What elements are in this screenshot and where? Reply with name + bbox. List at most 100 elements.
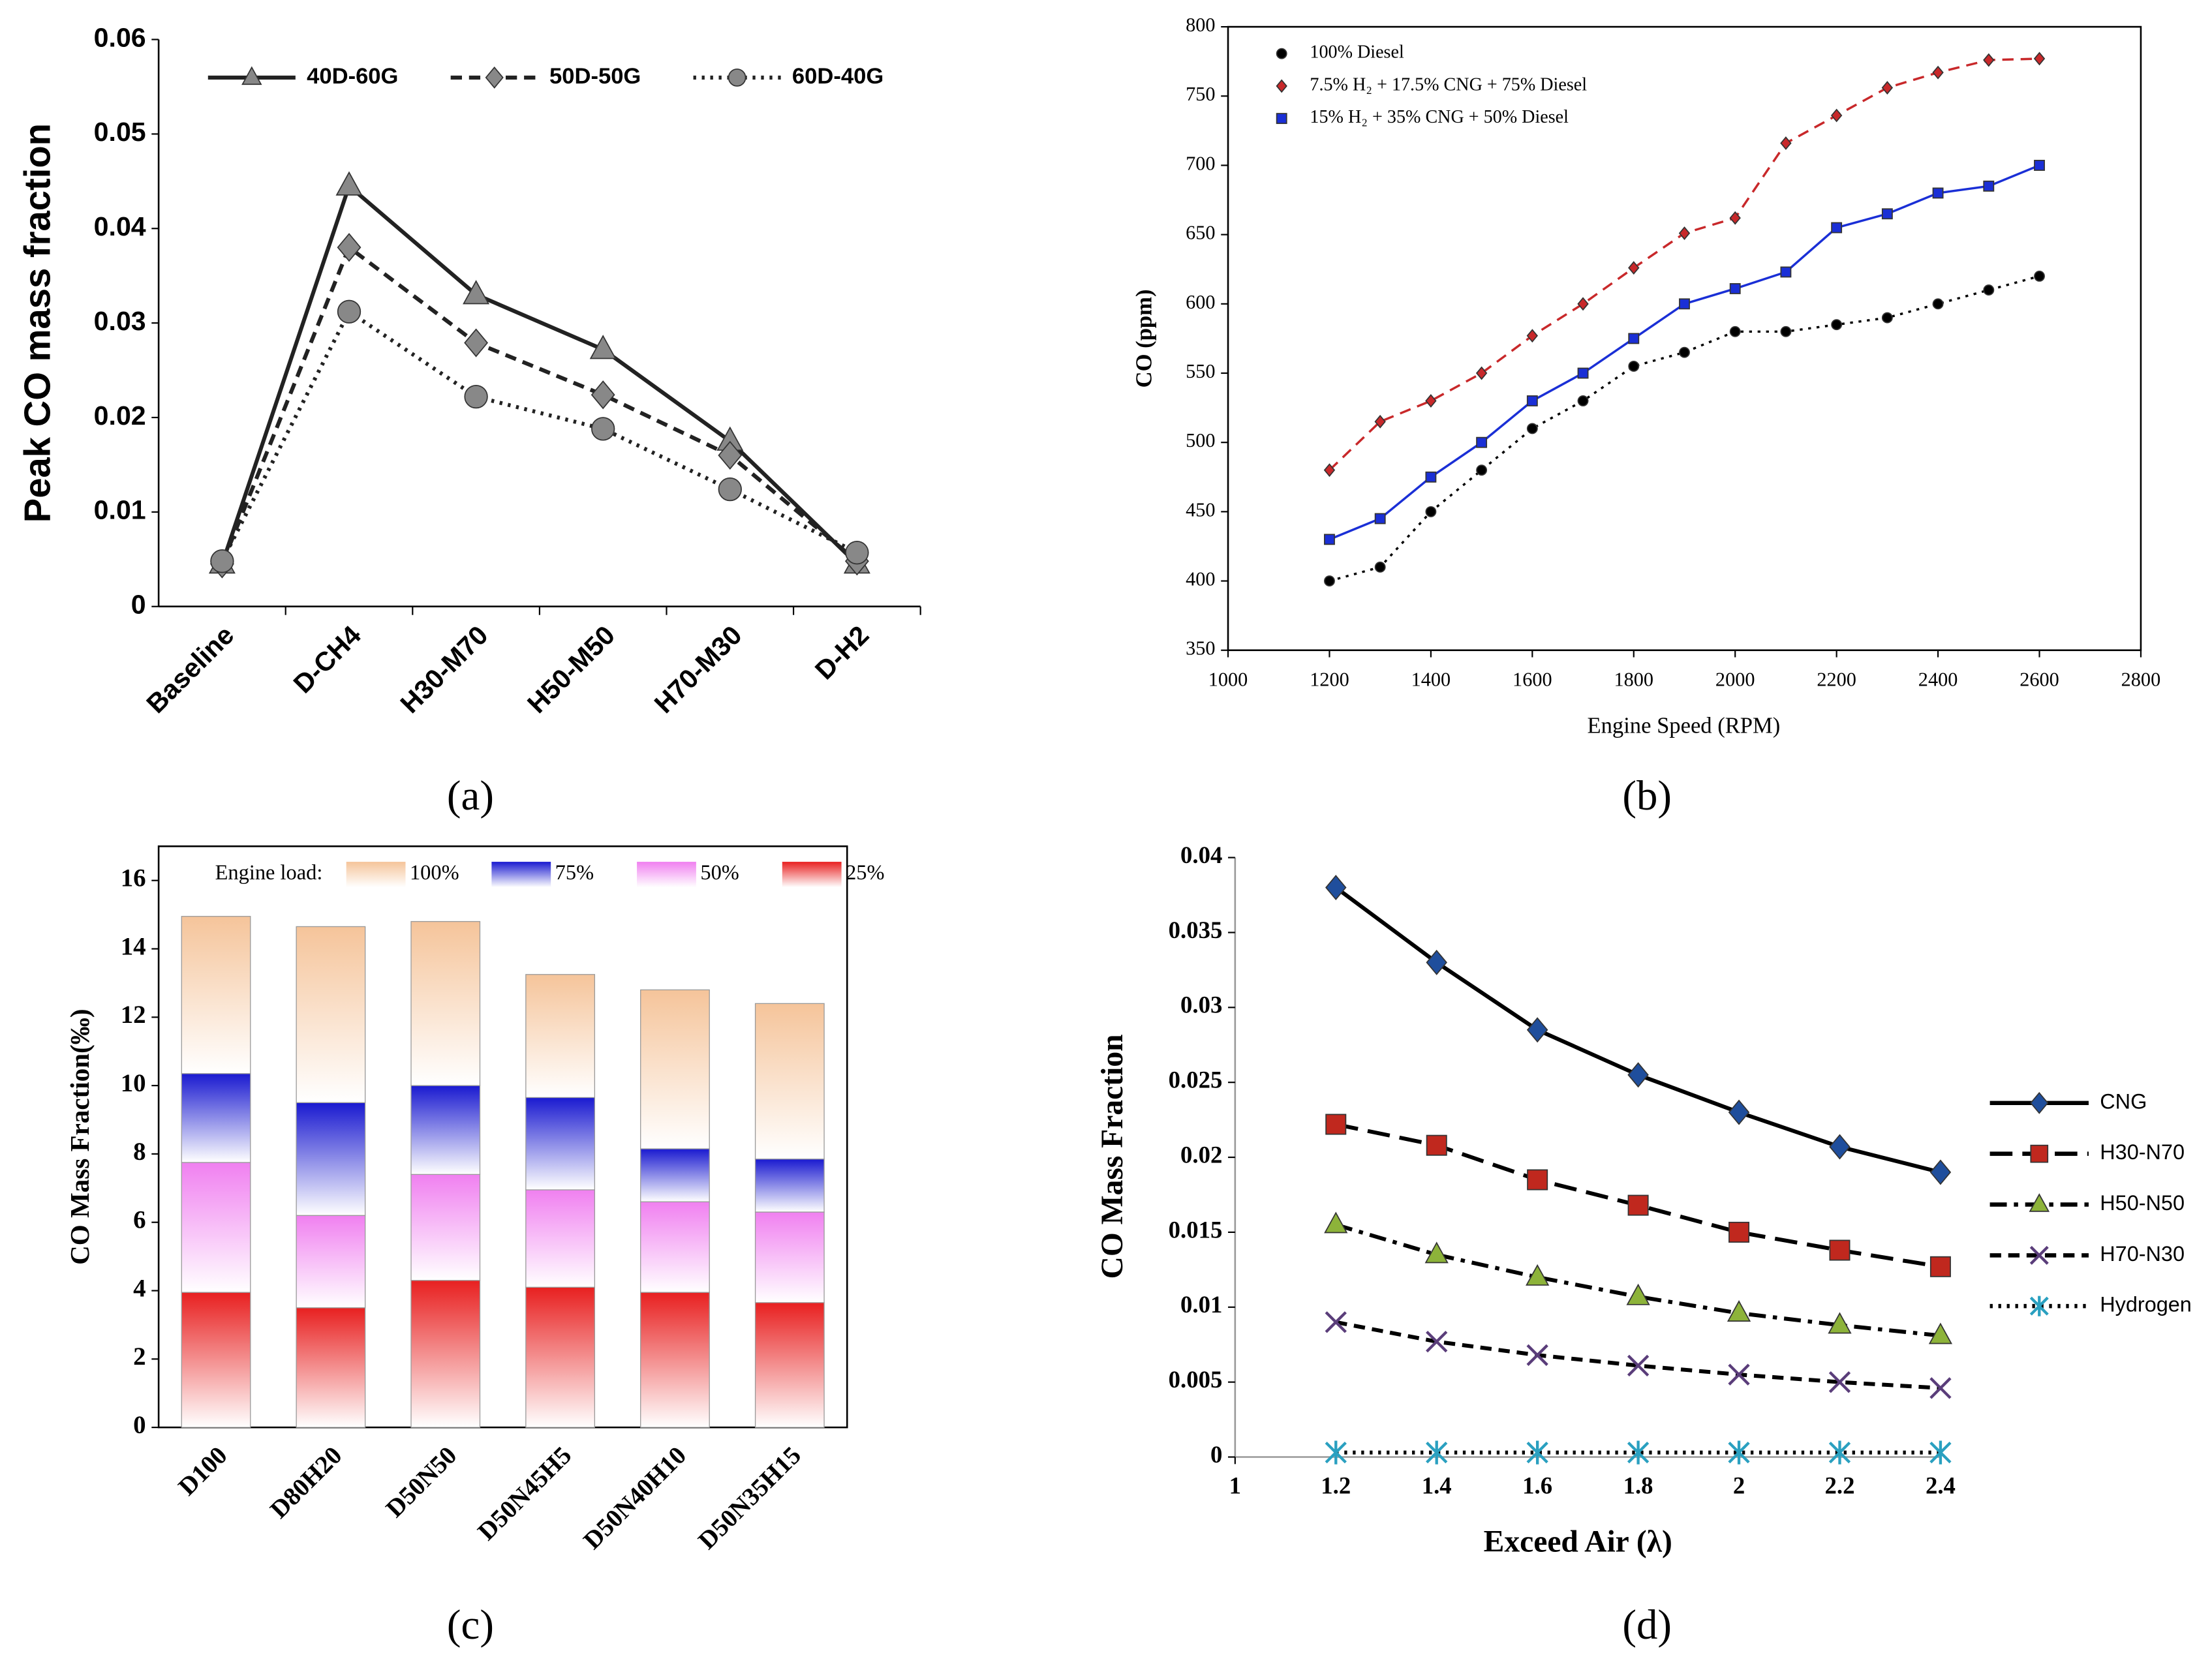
x-tick-label: D80H20 xyxy=(265,1441,348,1524)
y-axis-label: CO Mass Fraction xyxy=(1096,1034,1129,1279)
marker xyxy=(1828,1371,1851,1393)
y-tick-label: 0.04 xyxy=(94,211,146,241)
marker xyxy=(1325,1114,1347,1135)
marker xyxy=(589,335,617,359)
y-tick-label: 0.025 xyxy=(1169,1067,1223,1093)
series-line xyxy=(1334,886,1941,1174)
marker xyxy=(1425,506,1437,517)
legend-label: 50% xyxy=(700,861,739,885)
marker xyxy=(1932,187,1944,199)
bar-segment xyxy=(754,1211,825,1303)
legend-label: 50D-50G xyxy=(549,64,641,89)
bar-segment xyxy=(410,1174,481,1281)
y-tick-label: 14 xyxy=(121,932,146,960)
x-tick-label: D50N40H10 xyxy=(578,1441,692,1555)
y-tick-label: 800 xyxy=(1186,14,1215,36)
x-tick-label: 2400 xyxy=(1918,668,1958,690)
marker xyxy=(1628,360,1640,372)
marker xyxy=(1425,394,1437,408)
marker xyxy=(591,417,615,441)
bar-segment xyxy=(410,1085,481,1175)
marker xyxy=(1983,284,1995,296)
marker xyxy=(1424,1241,1449,1264)
marker xyxy=(335,171,363,196)
x-tick-label: 1000 xyxy=(1208,668,1248,690)
x-tick-label: 2000 xyxy=(1715,668,1755,690)
marker xyxy=(1727,1300,1751,1322)
marker xyxy=(1526,395,1538,406)
plot-frame xyxy=(157,845,848,1429)
y-tick-label: 16 xyxy=(121,864,146,892)
marker xyxy=(1276,48,1287,59)
bar-segment xyxy=(181,916,251,1074)
marker xyxy=(1323,463,1336,478)
legend-swatch xyxy=(782,862,842,887)
marker xyxy=(1626,1283,1650,1305)
marker xyxy=(1829,1134,1851,1160)
x-tick-label: 2800 xyxy=(2121,668,2161,690)
marker xyxy=(1426,1134,1447,1156)
legend-label: 15% H₂ + 35% CNG + 50% Diesel xyxy=(1310,107,1569,127)
legend-title: Engine load: xyxy=(215,861,323,885)
bar-segment xyxy=(296,1102,366,1216)
y-axis-label: CO Mass Fraction(‰) xyxy=(65,1009,95,1264)
marker xyxy=(1426,1440,1448,1465)
x-tick-label: Baseline xyxy=(140,620,239,719)
bar-segment xyxy=(410,1280,481,1428)
y-tick-label: 4 xyxy=(133,1274,146,1302)
y-tick-label: 0.015 xyxy=(1169,1216,1223,1243)
y-tick-label: 650 xyxy=(1186,222,1215,244)
legend-swatch xyxy=(637,862,696,887)
marker xyxy=(1929,1440,1952,1465)
series-line xyxy=(220,244,859,565)
panel-label: (c) xyxy=(447,1602,494,1648)
marker xyxy=(2029,1245,2049,1265)
legend-label: 75% xyxy=(555,861,594,885)
marker xyxy=(718,477,742,502)
series-line xyxy=(220,182,859,566)
x-tick-label: 1.6 xyxy=(1522,1472,1552,1499)
y-axis-label: Peak CO mass fraction xyxy=(16,123,57,523)
marker xyxy=(1325,1440,1347,1465)
y-tick-label: 12 xyxy=(121,1001,146,1029)
x-axis-label: Engine Speed (RPM) xyxy=(1587,714,1780,738)
x-tick-label: 2200 xyxy=(1817,668,1856,690)
x-tick-label: D50N50 xyxy=(380,1441,462,1523)
marker xyxy=(1828,1312,1852,1334)
marker xyxy=(1276,79,1287,93)
marker xyxy=(1526,1344,1548,1366)
y-tick-label: 8 xyxy=(133,1138,146,1166)
marker xyxy=(1374,414,1386,429)
marker xyxy=(337,299,361,324)
marker xyxy=(463,280,490,305)
bar-segment xyxy=(181,1162,251,1293)
x-tick-label: 1 xyxy=(1229,1472,1241,1499)
bar-segment xyxy=(640,989,710,1149)
marker xyxy=(1476,436,1488,448)
panel-label: (d) xyxy=(1622,1602,1672,1648)
legend-swatch xyxy=(346,862,406,887)
x-tick-label: 1.4 xyxy=(1422,1472,1452,1499)
y-tick-label: 550 xyxy=(1186,360,1215,382)
marker xyxy=(1679,298,1690,310)
marker xyxy=(241,66,262,85)
bar-segment xyxy=(754,1159,825,1213)
marker xyxy=(1324,1211,1348,1234)
marker xyxy=(464,328,489,357)
marker xyxy=(1425,471,1437,483)
marker xyxy=(1577,297,1589,311)
x-tick-label: 1.2 xyxy=(1321,1472,1351,1499)
plot-frame xyxy=(1227,25,2142,652)
x-tick-label: 1.8 xyxy=(1623,1472,1653,1499)
x-tick-label: 1200 xyxy=(1310,668,1349,690)
x-axis-label: Exceed Air (λ) xyxy=(1484,1525,1672,1558)
marker xyxy=(1324,534,1335,545)
marker xyxy=(1928,1322,1953,1344)
marker xyxy=(1475,366,1488,380)
marker xyxy=(1830,108,1843,123)
marker xyxy=(485,67,504,89)
marker xyxy=(1932,298,1944,310)
y-tick-label: 750 xyxy=(1186,83,1215,105)
bar-segment xyxy=(640,1292,710,1428)
